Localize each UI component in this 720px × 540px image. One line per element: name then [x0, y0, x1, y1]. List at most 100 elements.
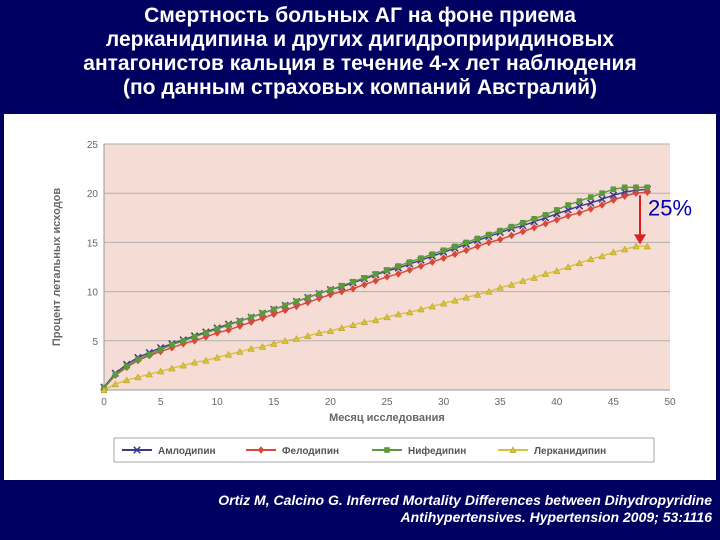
data-point: [384, 267, 390, 273]
data-point: [598, 201, 606, 209]
data-point: [293, 298, 300, 305]
data-point: [406, 266, 413, 274]
data-point: [293, 302, 300, 311]
title-line-4: (по данным страховых компаний Австралий): [122, 76, 598, 99]
data-point: [248, 314, 254, 320]
data-point: [564, 263, 572, 270]
data-point: [644, 188, 651, 197]
data-point: [496, 284, 504, 291]
legend-label: Нифедипин: [408, 445, 466, 457]
reduction-annotation: 25%: [648, 195, 692, 220]
data-point: [271, 306, 277, 313]
y-tick-label: 10: [87, 288, 99, 299]
data-point: [428, 302, 436, 310]
slide-title: Смертность больных АГ на фоне приема лер…: [0, 4, 720, 100]
data-point: [452, 243, 458, 250]
data-point: [338, 282, 345, 289]
data-point: [609, 248, 617, 256]
data-point: [632, 242, 640, 250]
data-point: [179, 361, 187, 369]
citation: Ortiz M, Calcino G. Inferred Mortality D…: [92, 492, 712, 526]
data-point: [123, 363, 130, 370]
x-tick-label: 0: [101, 397, 107, 408]
data-point: [203, 330, 209, 336]
data-point: [576, 198, 583, 204]
data-point: [258, 343, 267, 350]
x-tick-label: 30: [438, 397, 450, 408]
data-point: [621, 192, 628, 200]
data-point: [587, 199, 595, 207]
data-point: [395, 263, 402, 269]
data-point: [259, 310, 266, 317]
data-point: [123, 376, 131, 384]
y-tick-label: 5: [92, 337, 98, 348]
data-point: [440, 254, 447, 262]
data-point: [360, 318, 368, 326]
data-point: [587, 205, 594, 213]
data-point: [565, 202, 571, 208]
data-point: [553, 267, 561, 274]
data-point: [327, 290, 334, 299]
data-point: [236, 322, 244, 330]
data-point: [224, 350, 233, 358]
x-tick-label: 10: [212, 397, 224, 408]
legend-label: Амлодипин: [158, 446, 216, 457]
data-point: [383, 273, 391, 281]
data-point: [394, 310, 402, 318]
legend-swatch-marker: [133, 446, 141, 454]
data-point: [214, 326, 220, 332]
data-point: [372, 271, 379, 277]
data-point: [486, 231, 492, 238]
data-point: [383, 313, 391, 321]
data-point: [145, 370, 153, 378]
data-point: [531, 215, 537, 222]
data-point: [406, 308, 414, 316]
data-point: [327, 286, 334, 293]
data-point: [474, 235, 481, 242]
data-point: [553, 215, 560, 224]
data-point: [520, 219, 526, 226]
data-point: [610, 186, 617, 193]
data-point: [349, 284, 357, 293]
data-point: [530, 274, 538, 281]
x-tick-label: 5: [158, 397, 164, 408]
x-tick-label: 50: [664, 397, 676, 408]
legend-swatch-marker: [257, 446, 265, 454]
data-point: [576, 209, 583, 217]
data-point: [191, 334, 198, 340]
y-tick-label: 15: [87, 238, 99, 249]
x-tick-label: 20: [325, 397, 337, 408]
citation-line-2: Antihypertensives. Hypertension 2009; 53…: [400, 509, 713, 525]
arrow-head: [634, 234, 646, 245]
data-point: [315, 294, 323, 303]
data-point: [304, 332, 312, 339]
x-axis-label: Месяц исследования: [329, 412, 445, 424]
data-point: [225, 326, 232, 334]
data-point: [440, 299, 448, 307]
data-point: [418, 255, 424, 261]
data-point: [474, 242, 481, 251]
y-tick-label: 20: [87, 189, 99, 200]
data-point: [621, 184, 628, 191]
x-tick-label: 45: [608, 397, 620, 408]
data-point: [599, 190, 605, 196]
data-point: [508, 223, 515, 230]
data-point: [575, 259, 583, 266]
data-point: [316, 290, 322, 297]
data-point: [429, 251, 436, 258]
data-point: [270, 310, 277, 319]
data-point: [100, 386, 108, 393]
data-point: [304, 294, 311, 301]
data-point: [507, 281, 516, 288]
data-point: [169, 341, 175, 348]
title-line-3: антагонистов кальция в течение 4-х лет н…: [83, 52, 637, 75]
data-point: [564, 212, 572, 220]
legend-swatch-marker: [509, 446, 517, 453]
data-point: [202, 356, 210, 364]
data-point: [497, 235, 504, 244]
data-point: [281, 306, 289, 315]
data-point: [180, 338, 187, 344]
data-point: [485, 287, 493, 295]
data-point: [497, 227, 503, 234]
data-point: [554, 207, 560, 213]
